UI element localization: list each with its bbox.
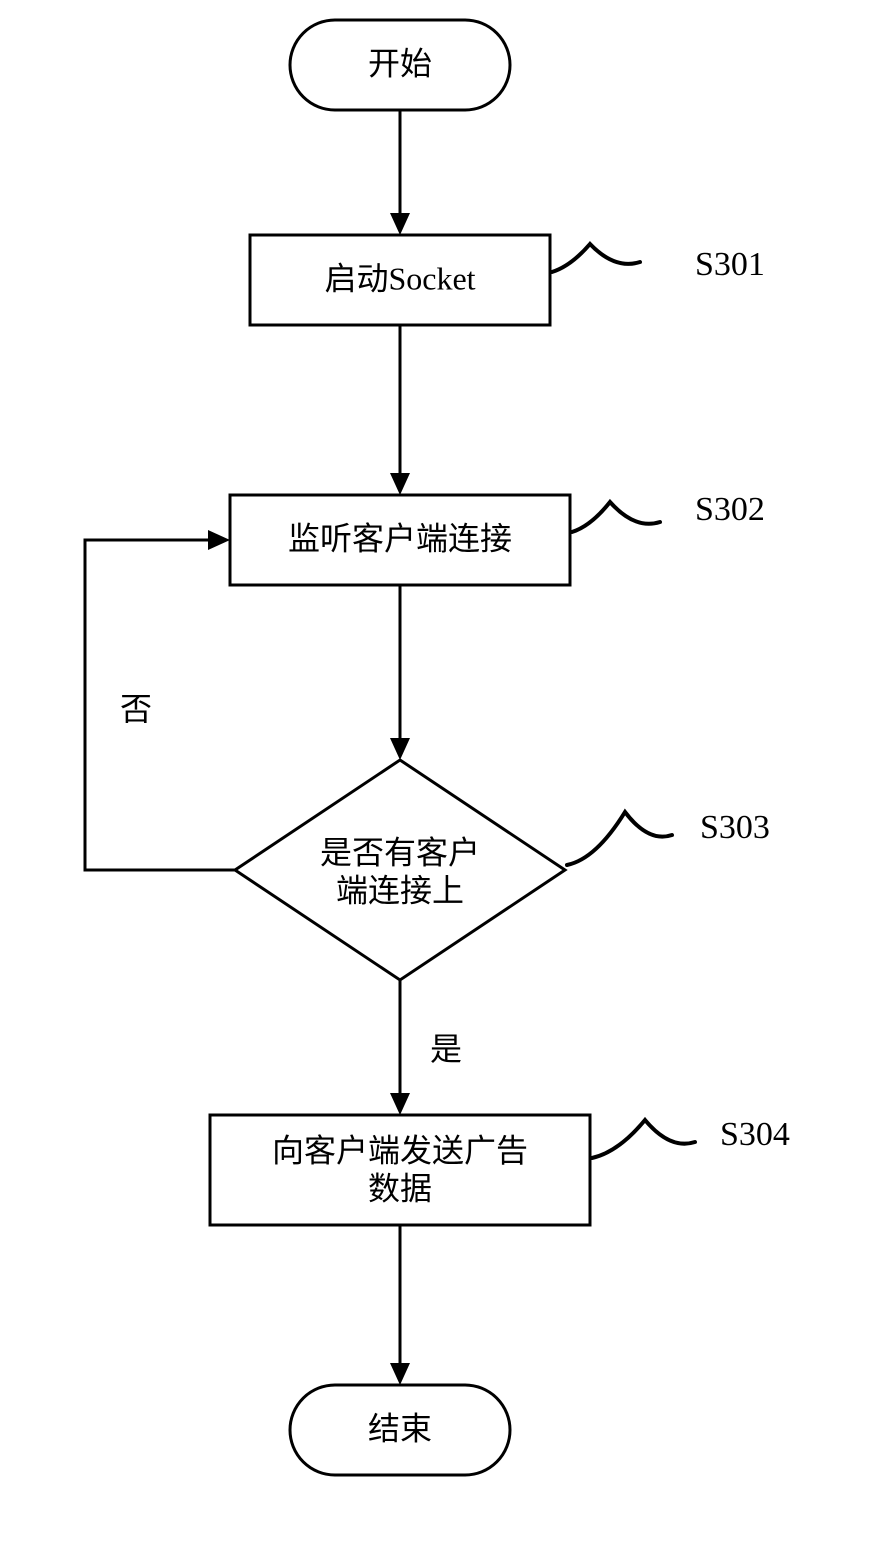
edge-label: 是: [430, 1031, 462, 1067]
node-label-line1: 是否有客户: [320, 834, 480, 870]
step-label-s303: S303: [700, 809, 770, 846]
callout-curve: [572, 502, 660, 532]
node-start: 开始: [290, 20, 510, 110]
arrowhead: [208, 530, 230, 550]
step-label-s302: S302: [695, 491, 765, 528]
node-end: 结束: [290, 1385, 510, 1475]
node-label: 监听客户端连接: [288, 520, 512, 556]
node-s304: 向客户端发送广告数据: [210, 1115, 590, 1225]
arrowhead: [390, 738, 410, 760]
edge: [85, 540, 235, 870]
node-label-line2: 端连接上: [336, 872, 464, 908]
node-s301: 启动Socket: [250, 235, 550, 325]
arrowhead: [390, 473, 410, 495]
node-s302: 监听客户端连接: [230, 495, 570, 585]
arrowhead: [390, 213, 410, 235]
node-label: 启动Socket: [324, 260, 475, 296]
node-label-line1: 向客户端发送广告: [272, 1132, 528, 1168]
step-label-s304: S304: [720, 1116, 790, 1153]
node-label: 开始: [368, 45, 432, 81]
callout-curve: [567, 812, 672, 865]
node-label-line2: 数据: [368, 1170, 432, 1206]
callout-curve: [552, 244, 640, 272]
callout-curve: [592, 1120, 695, 1158]
edge-label: 否: [120, 691, 152, 727]
node-s303: 是否有客户端连接上: [235, 760, 565, 980]
arrowhead: [390, 1093, 410, 1115]
step-label-s301: S301: [695, 246, 765, 283]
arrowhead: [390, 1363, 410, 1385]
node-label: 结束: [368, 1410, 432, 1446]
